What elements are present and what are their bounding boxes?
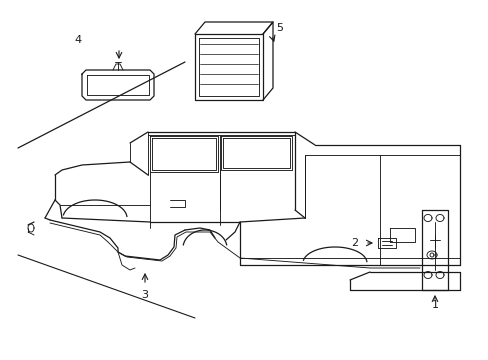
Text: 1: 1 (430, 300, 438, 310)
Text: 2: 2 (351, 238, 358, 248)
Text: 4: 4 (74, 35, 81, 45)
Text: 5: 5 (276, 23, 283, 33)
Text: 3: 3 (141, 290, 148, 300)
